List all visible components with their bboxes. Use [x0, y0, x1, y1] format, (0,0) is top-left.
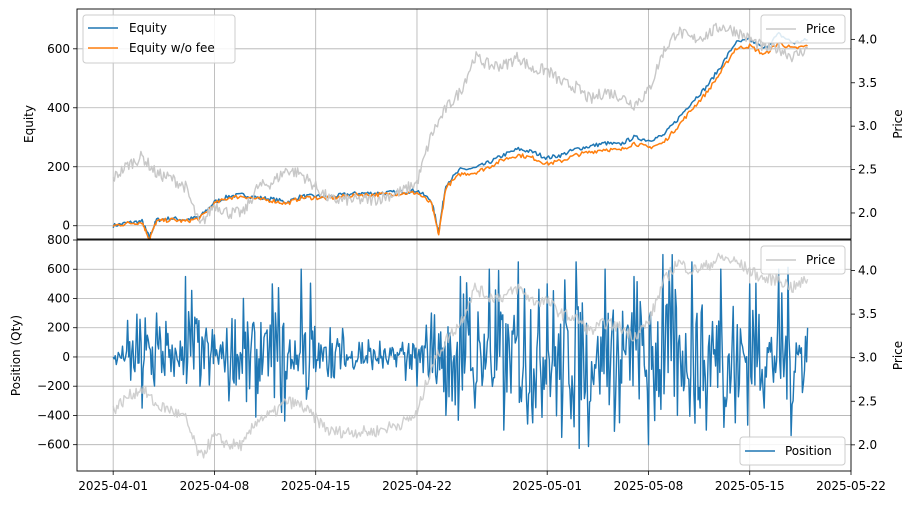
axes-frame	[76, 239, 852, 472]
y-tick-label: −600	[37, 438, 70, 452]
legend-label-price: Price	[806, 253, 835, 267]
y-tick-label: −200	[37, 379, 70, 393]
y-tick-label: 400	[47, 101, 70, 115]
y-tick-label: 800	[47, 233, 70, 247]
y2-axis-label: Price	[891, 109, 905, 138]
price-line	[112, 22, 809, 225]
y2-tick-label: 2.5	[858, 163, 877, 177]
y-tick-label: −400	[37, 408, 70, 422]
y2-tick-label: 3.5	[858, 307, 877, 321]
x-tick-label: 2025-04-08	[180, 479, 250, 493]
legend-price: Price	[760, 245, 846, 275]
y2-tick-label: 3.0	[858, 351, 877, 365]
x-tick-label: 2025-05-08	[614, 479, 684, 493]
x-tick-label: 2025-04-01	[78, 479, 148, 493]
y2-tick-label: 4.0	[858, 264, 877, 278]
legend-box	[760, 245, 846, 275]
y2-tick-label: 2.5	[858, 394, 877, 408]
legend-box	[82, 14, 236, 64]
legend-label-equity-wo-fee: Equity w/o fee	[129, 41, 215, 55]
y2-tick-label: 3.0	[858, 119, 877, 133]
x-tick-label: 2025-05-01	[512, 479, 582, 493]
y2-tick-label: 4.0	[858, 32, 877, 46]
position-line	[112, 253, 809, 450]
y2-tick-label: 2.0	[858, 438, 877, 452]
axes-frame	[76, 8, 852, 240]
equity-wo-fee-line	[112, 41, 808, 241]
legend-equity: Equity Equity w/o fee	[82, 14, 236, 64]
y-axis-label: Equity	[22, 105, 36, 143]
y-tick-label: 200	[47, 321, 70, 335]
legend-box	[760, 14, 846, 44]
y-axis-label: Position (Qty)	[9, 315, 23, 396]
position-panel: −600 −400 −200 0 200 400 600 800 2.0 2.5 3.0 3.5 4.0…	[9, 233, 905, 493]
legend-label-position: Position	[785, 444, 832, 458]
y2-tick-label: 2.0	[858, 206, 877, 220]
equity-line	[112, 31, 808, 239]
legend-box	[739, 436, 846, 466]
legend-price: Price	[760, 14, 846, 44]
y-tick-label: 400	[47, 291, 70, 305]
x-tick-label: 2025-05-15	[715, 479, 785, 493]
x-tick-label: 2025-04-22	[382, 479, 452, 493]
legend-label-price: Price	[806, 22, 835, 36]
x-tick-label: 2025-04-15	[281, 479, 351, 493]
y-tick-label: 0	[62, 219, 70, 233]
y-tick-label: 200	[47, 160, 70, 174]
y-tick-label: 600	[47, 262, 70, 276]
y-tick-label: 0	[62, 350, 70, 364]
price-line	[112, 252, 809, 459]
y2-axis-label: Price	[891, 341, 905, 370]
y2-tick-label: 3.5	[858, 76, 877, 90]
legend-position: Position	[739, 436, 846, 466]
legend-label-equity: Equity	[129, 21, 167, 35]
equity-panel: 0 200 400 600 2.0 2.5 3.0 3.5 4.0 Equity Price Equi…	[22, 8, 905, 241]
x-tick-label: 2025-05-22	[816, 479, 886, 493]
y-tick-label: 600	[47, 42, 70, 56]
